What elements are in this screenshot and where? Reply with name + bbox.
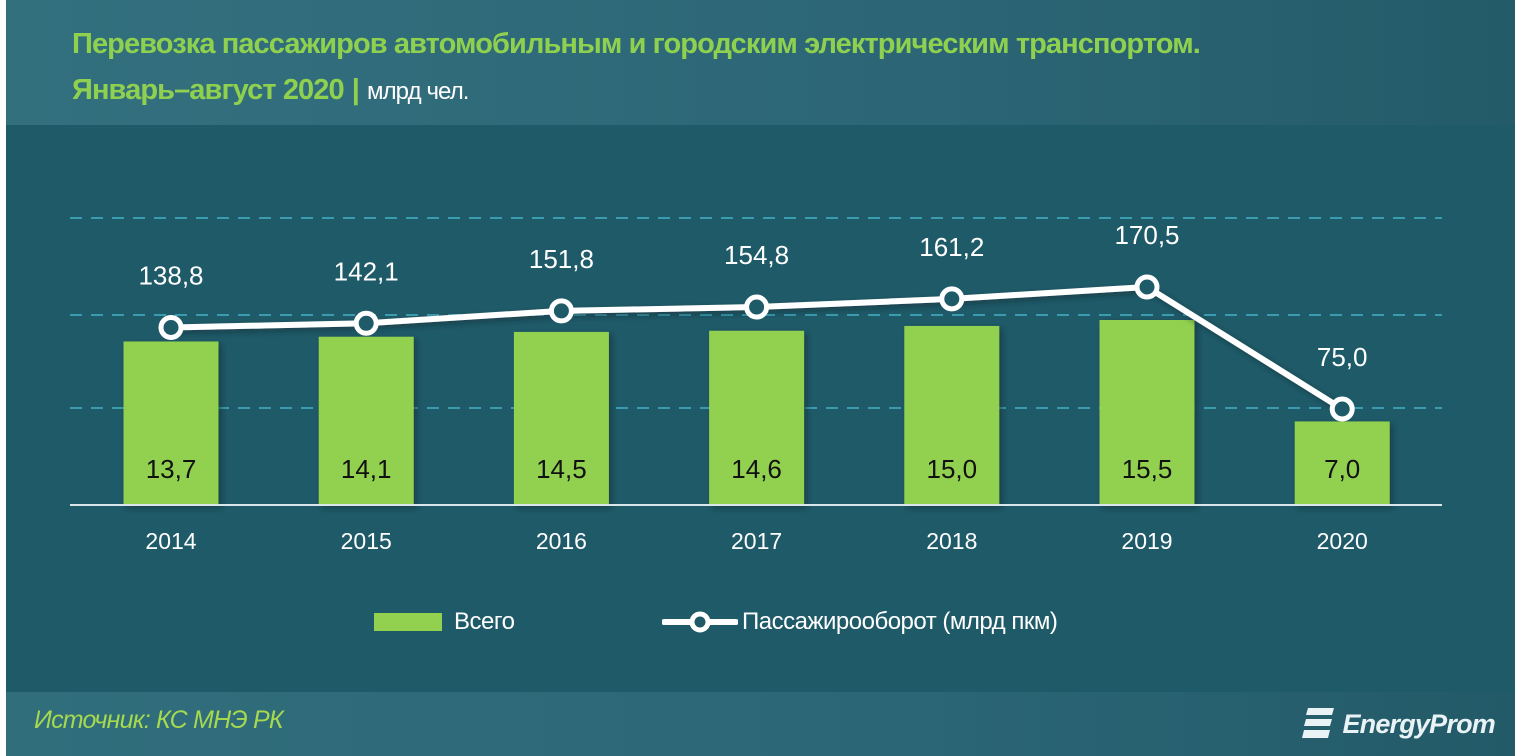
line-series bbox=[158, 274, 1355, 422]
bar-value-label: 15,0 bbox=[926, 454, 977, 484]
source-note: Источник: КС МНЭ РК bbox=[34, 706, 284, 734]
x-tick-label: 2017 bbox=[731, 528, 782, 554]
x-tick-label: 2020 bbox=[1317, 528, 1368, 554]
line-value-label: 151,8 bbox=[529, 244, 594, 274]
combo-chart: 13,7 14,1 14,5 14,6 15,0 15,5 7,0 138,8 142,1 15… bbox=[70, 217, 1442, 554]
line-value-label: 170,5 bbox=[1114, 220, 1179, 250]
chart-subtitle: Январь–август 2020 | млрд чел. bbox=[72, 70, 469, 112]
title-separator: | bbox=[351, 74, 360, 106]
bar-value-label: 14,1 bbox=[341, 454, 392, 484]
x-tick-label: 2016 bbox=[536, 528, 587, 554]
bar-2016 bbox=[513, 331, 609, 505]
bar-value-label: 15,5 bbox=[1122, 454, 1173, 484]
period-label: Январь–август 2020 bbox=[72, 74, 345, 106]
bar-value-label: 14,6 bbox=[731, 454, 782, 484]
bar-2019 bbox=[1099, 320, 1195, 505]
chart-header: Перевозка пассажиров автомобильным и гор… bbox=[6, 0, 1515, 125]
bar-value-label: 7,0 bbox=[1324, 454, 1360, 484]
bar-2015 bbox=[318, 336, 414, 505]
chart-footer: Источник: КС МНЭ РК EnergyProm bbox=[6, 692, 1515, 756]
line-marker-2018 bbox=[939, 286, 965, 312]
line-marker-2015 bbox=[353, 310, 379, 336]
x-tick-label: 2018 bbox=[926, 528, 977, 554]
unit-label: млрд чел. bbox=[366, 78, 470, 105]
bar-series bbox=[123, 320, 1390, 505]
legend-line-marker-icon bbox=[662, 611, 738, 633]
logo-text: EnergyProm bbox=[1342, 708, 1495, 739]
line-value-label: 142,1 bbox=[334, 256, 399, 286]
x-tick-label: 2015 bbox=[341, 528, 392, 554]
line-marker-2019 bbox=[1134, 274, 1160, 300]
bar-2020 bbox=[1294, 421, 1390, 505]
gridlines bbox=[70, 217, 1442, 409]
bar-value-label: 13,7 bbox=[146, 454, 197, 484]
bar-value-labels: 13,7 14,1 14,5 14,6 15,0 15,5 7,0 bbox=[146, 454, 1361, 484]
bar-2014 bbox=[123, 341, 219, 505]
legend-label-total: Всего bbox=[454, 608, 515, 635]
chart-card: Перевозка пассажиров автомобильным и гор… bbox=[6, 0, 1515, 756]
line-marker-2020 bbox=[1329, 396, 1355, 422]
line-marker-2014 bbox=[158, 314, 184, 340]
bar-value-label: 14,5 bbox=[536, 454, 587, 484]
bar-2017 bbox=[709, 330, 805, 505]
line-value-label: 75,0 bbox=[1317, 342, 1368, 372]
legend-label-passenger-turnover: Пассажирооборот (млрд пкм) bbox=[742, 608, 1058, 635]
line-value-label: 161,2 bbox=[919, 232, 984, 262]
x-tick-label: 2019 bbox=[1121, 528, 1172, 554]
legend-item-passenger-turnover: Пассажирооборот (млрд пкм) bbox=[662, 605, 1058, 639]
legend-bar-swatch bbox=[374, 613, 442, 631]
line-value-label: 138,8 bbox=[138, 260, 203, 290]
legend-item-total: Всего bbox=[374, 605, 515, 639]
line-value-label: 154,8 bbox=[724, 240, 789, 270]
chart-title: Перевозка пассажиров автомобильным и гор… bbox=[72, 28, 1201, 60]
energyprom-logo: EnergyProm bbox=[1302, 704, 1496, 744]
x-axis-tick-labels: 2014 2015 2016 2017 2018 2019 2020 bbox=[145, 528, 1367, 554]
line-marker-2016 bbox=[548, 298, 574, 324]
line-marker-2017 bbox=[744, 294, 770, 320]
chart-legend: Всего Пассажирооборот (млрд пкм) bbox=[6, 605, 1515, 639]
line-value-labels: 138,8 142,1 151,8 154,8 161,2 170,5 75,0 bbox=[138, 220, 1367, 372]
bar-2018 bbox=[904, 325, 1000, 505]
energyprom-logo-icon bbox=[1302, 708, 1335, 738]
x-tick-label: 2014 bbox=[145, 528, 196, 554]
